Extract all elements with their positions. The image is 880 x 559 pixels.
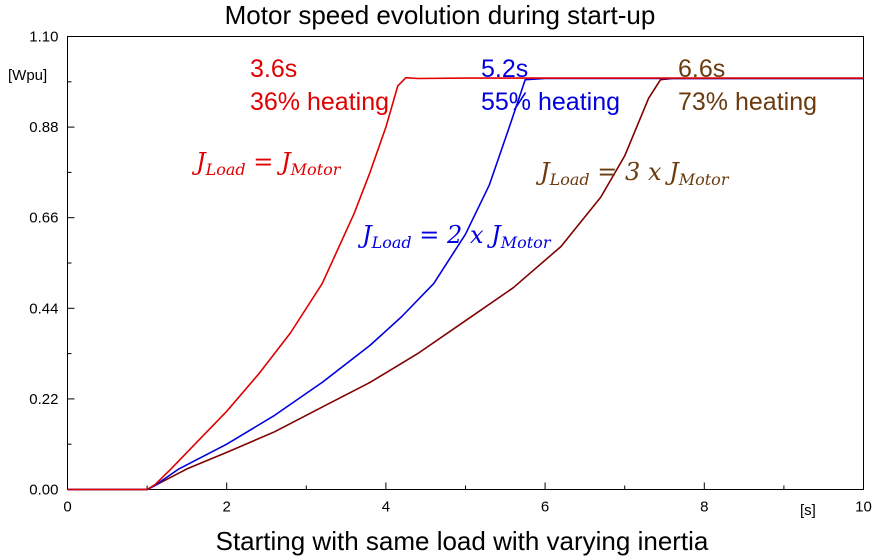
inertia-label-brown: JLoad = 3 x JMotor (535, 158, 730, 189)
inertia-red-mid: = J (246, 148, 292, 176)
inertia-blue-sub2: Motor (500, 233, 552, 252)
x-tick-label: 2 (223, 499, 231, 516)
inertia-blue-sub1: Load (371, 233, 412, 252)
x-tick-label: 10 (855, 499, 872, 516)
y-axis-ticks: 0.00 0.22 0.44 0.66 0.88 1.10 (29, 29, 75, 499)
x-axis-label: Starting with same load with varying ine… (216, 526, 709, 556)
y-tick-label: 0.88 (29, 119, 58, 136)
y-tick-label: 0.22 (29, 391, 58, 408)
annotation-red-heating: 36% heating (250, 88, 389, 116)
x-tick-label: 8 (700, 499, 708, 516)
inertia-blue-j: J (357, 221, 373, 249)
series-lines (67, 76, 864, 491)
inertia-brown-mid: = 3 x J (590, 158, 680, 186)
inertia-brown-sub1: Load (549, 170, 590, 189)
x-axis-ticks: 0 2 4 6 8 10 (63, 482, 872, 516)
series-brown-line (67, 77, 864, 491)
series-blue-line (67, 77, 864, 491)
chart-title: Motor speed evolution during start-up (225, 0, 656, 30)
inertia-brown-sub2: Motor (678, 170, 730, 189)
annotation-brown-time: 6.6s (678, 55, 725, 83)
y-tick-label: 1.10 (29, 29, 58, 46)
inertia-red-sub1: Load (205, 160, 246, 179)
y-tick-label: 0.00 (29, 482, 58, 499)
annotation-red-time: 3.6s (250, 55, 297, 83)
inertia-red-sub2: Motor (290, 160, 342, 179)
annotation-blue-time: 5.2s (481, 55, 528, 83)
x-tick-label: 0 (63, 499, 71, 516)
inertia-blue-mid: = 2 x J (412, 221, 502, 249)
inertia-label-red: JLoad = JMotor (191, 148, 342, 179)
x-axis-unit: [s] (800, 502, 816, 519)
inertia-brown-j: J (535, 158, 551, 186)
x-tick-label: 4 (382, 499, 390, 516)
annotation-blue-heating: 55% heating (481, 88, 620, 116)
y-tick-label: 0.66 (29, 210, 58, 227)
y-tick-label: 0.44 (29, 300, 58, 317)
inertia-label-blue: JLoad = 2 x JMotor (357, 221, 552, 252)
series-red-line (67, 76, 864, 491)
inertia-red-j: J (191, 148, 207, 176)
y-axis-unit: [Wpu] (8, 67, 47, 84)
x-tick-label: 6 (541, 499, 549, 516)
annotation-brown-heating: 73% heating (678, 88, 817, 116)
